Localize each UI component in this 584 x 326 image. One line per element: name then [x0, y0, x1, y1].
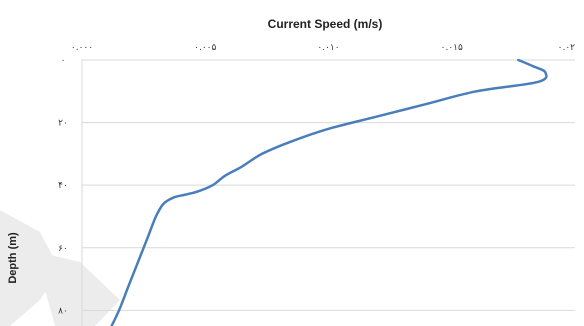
y-tick-label-1: ۲۰: [58, 119, 68, 129]
x-tick-labels: ۰.۰۰۰ ۰.۰۰۵ ۰.۰۱۰ ۰.۰۱۵ ۰.۰۲: [71, 43, 575, 53]
series-line-0: [110, 58, 548, 326]
x-tick-label-2: ۰.۰۱۰: [317, 43, 339, 53]
y-tick-label-3: ۶۰: [58, 244, 68, 254]
y-tick-label-0: ۰: [61, 56, 66, 66]
y-tick-label-4: ۸۰: [58, 306, 68, 316]
y-axis-label: Depth (m): [7, 232, 19, 284]
x-tick-label-4: ۰.۰۲: [558, 43, 576, 53]
x-tick-label-1: ۰.۰۰۵: [194, 43, 216, 53]
grid: [81, 59, 575, 326]
series-layer: [110, 58, 548, 326]
x-tick-label-3: ۰.۰۱۵: [441, 43, 463, 53]
x-tick-label-0: ۰.۰۰۰: [71, 43, 93, 53]
y-tick-label-2: ۴۰: [58, 181, 68, 191]
watermark-emblem: [0, 210, 120, 326]
y-tick-labels: ۰ ۲۰ ۴۰ ۶۰ ۸۰: [58, 56, 68, 316]
chart-title: Current Speed (m/s): [268, 17, 383, 31]
plot-frame: [81, 59, 575, 326]
